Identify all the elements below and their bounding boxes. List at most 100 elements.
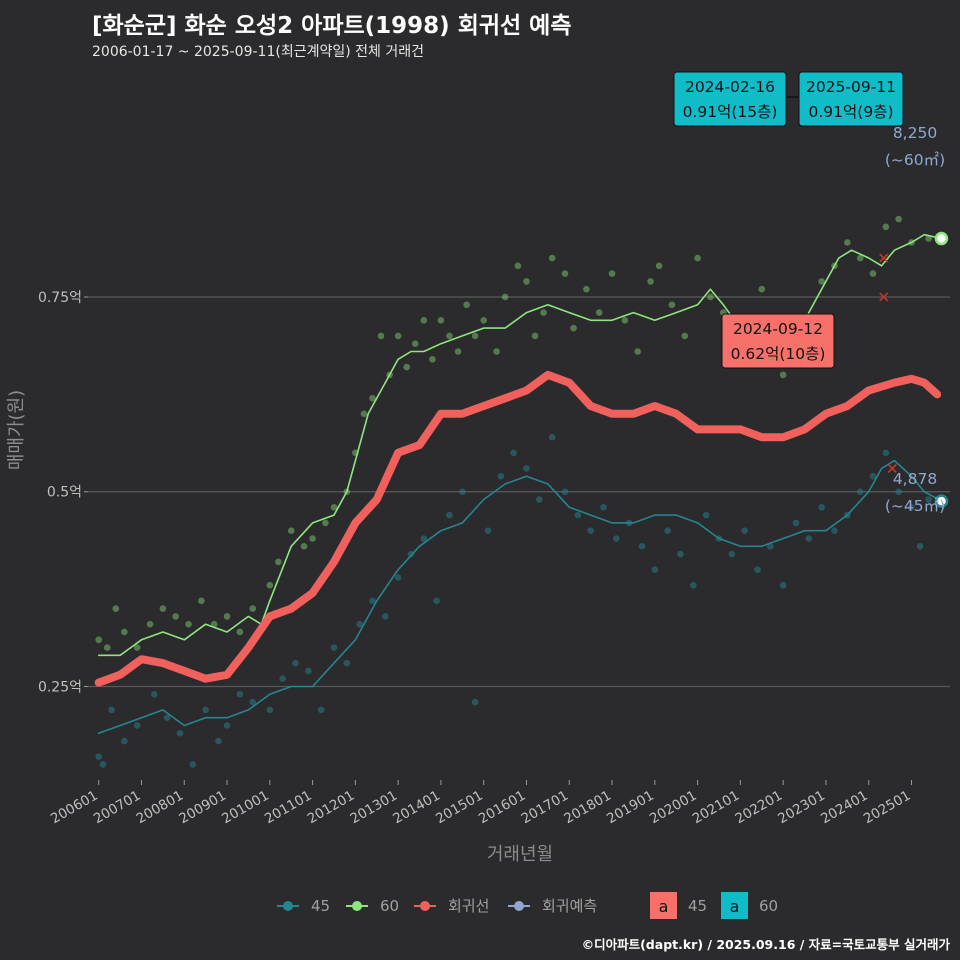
- x-tick-label: 202301: [775, 788, 828, 828]
- series-line-45: [97, 459, 943, 735]
- point-45: [176, 729, 184, 737]
- point-45: [407, 550, 415, 558]
- point-45: [108, 706, 115, 714]
- point-45: [638, 542, 646, 550]
- point-60: [454, 348, 462, 355]
- point-45: [536, 496, 543, 503]
- x-tick-label: 201101: [262, 788, 315, 828]
- x-tick-label: 201201: [305, 788, 358, 828]
- point-60: [95, 636, 102, 644]
- x-tick-label: 201801: [561, 788, 614, 828]
- x-marker: [879, 253, 889, 263]
- point-60: [707, 293, 714, 301]
- annotation-date: 2024-02-16: [685, 78, 775, 96]
- x-axis-ticks: 2006012007012008012009012010012011012012…: [48, 780, 913, 827]
- annotations: 2024-02-16 0.91억(15층) 2025-09-11 0.91억(9층) 2…: [673, 71, 904, 369]
- point-45: [925, 496, 932, 503]
- legend-dot: [283, 901, 293, 911]
- point-60: [540, 309, 547, 316]
- x-marker: [879, 292, 889, 302]
- point-60: [210, 620, 218, 628]
- x-tick-label: 202501: [861, 788, 914, 828]
- point-60: [446, 332, 453, 340]
- point-45: [779, 581, 787, 589]
- point-60: [856, 254, 864, 262]
- annotation-box: [673, 71, 787, 127]
- x-tick-label: 201901: [604, 788, 657, 828]
- point-60: [249, 605, 256, 612]
- point-45: [343, 659, 351, 667]
- annotation-price: 0.62억(10층): [731, 345, 826, 363]
- x-tick-label: 202001: [647, 788, 700, 828]
- point-60: [548, 254, 556, 262]
- legend-dot: [420, 901, 430, 911]
- point-45: [99, 761, 107, 768]
- point-45: [394, 574, 402, 581]
- point-45: [510, 449, 517, 457]
- point-45: [151, 691, 158, 698]
- point-45: [133, 722, 141, 729]
- legend-dot: [514, 901, 524, 911]
- point-60: [223, 613, 231, 620]
- point-60: [275, 558, 282, 566]
- y-tick-label: 0.5억: [47, 485, 82, 501]
- point-60: [322, 519, 329, 527]
- point-60: [103, 644, 111, 651]
- point-60: [266, 581, 274, 589]
- annotation-date: 2024-09-12: [733, 320, 823, 338]
- point-45: [266, 706, 274, 714]
- page-title: [화순군] 화순 오성2 아파트(1998) 회귀선 예측: [92, 13, 572, 39]
- source-caption: ©디아파트(dapt.kr) / 2025.09.16 / 자료=국토교통부 실…: [581, 937, 950, 952]
- point-60: [411, 340, 419, 348]
- point-45: [869, 472, 877, 480]
- point-60: [159, 605, 167, 612]
- point-45: [690, 581, 697, 589]
- point-45: [741, 527, 748, 534]
- legend-label: 45: [688, 897, 707, 915]
- point-60: [570, 324, 577, 332]
- point-45: [792, 519, 800, 527]
- annotation-price: 0.91억(9층): [809, 103, 894, 121]
- point-45: [613, 535, 620, 542]
- annotation-price: 0.91억(15층): [683, 103, 778, 121]
- legend: 45 60 회귀선 회귀예측 a 45 a 60: [277, 892, 778, 919]
- point-60: [634, 348, 642, 355]
- point-60: [463, 301, 470, 309]
- point-45: [446, 511, 453, 519]
- point-60: [369, 394, 376, 402]
- point-45: [305, 667, 312, 675]
- point-60: [172, 613, 179, 620]
- point-45: [471, 698, 479, 706]
- point-60: [621, 317, 629, 324]
- point-60: [121, 628, 128, 636]
- point-60: [583, 285, 590, 293]
- point-45: [249, 698, 256, 706]
- point-60: [647, 278, 654, 285]
- legend-box-glyph: a: [730, 897, 740, 916]
- x-tick-label: 201701: [519, 788, 572, 828]
- legend-label: 회귀선: [448, 897, 489, 915]
- point-45: [916, 542, 924, 550]
- legend-label: 60: [380, 897, 399, 915]
- point-60: [895, 215, 902, 223]
- point-45: [587, 527, 594, 534]
- y-tick-label: 0.25억: [38, 680, 82, 696]
- legend-box-glyph: a: [659, 897, 669, 916]
- point-45: [497, 472, 505, 480]
- x-tick-label: 202101: [690, 788, 743, 828]
- point-60: [493, 348, 500, 355]
- point-60: [595, 309, 603, 316]
- point-45: [651, 566, 659, 573]
- point-45: [215, 737, 222, 745]
- point-60: [112, 605, 120, 612]
- x-tick-label: 201601: [476, 788, 529, 828]
- point-45: [330, 644, 338, 651]
- point-45: [459, 488, 466, 496]
- point-60: [758, 285, 766, 293]
- point-45: [818, 504, 825, 511]
- point-45: [702, 511, 710, 519]
- point-45: [908, 504, 915, 511]
- point-60: [818, 278, 825, 285]
- series-lines: [94, 231, 949, 735]
